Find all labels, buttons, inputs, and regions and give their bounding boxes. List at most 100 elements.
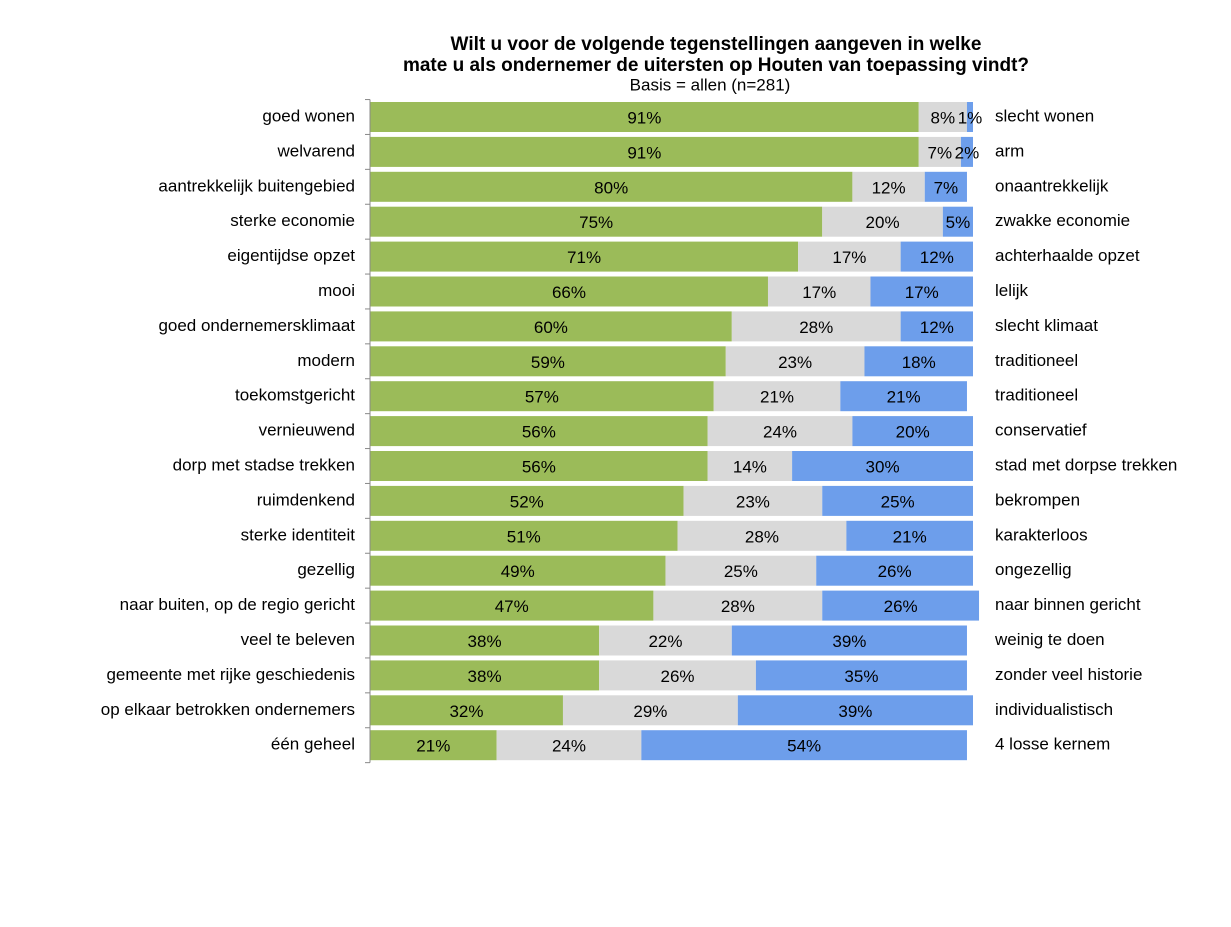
category-label: sterke economie: [230, 211, 355, 230]
right-label: arm: [995, 141, 1024, 160]
chart-title: Wilt u voor de volgende tegenstellingen …: [451, 34, 982, 55]
bar-segment: [942, 206, 973, 237]
right-label: conservatief: [995, 421, 1087, 440]
bar-segment: [792, 451, 973, 481]
value-label: 12%: [872, 178, 906, 197]
bar-segment: [852, 416, 973, 447]
category-label: vernieuwend: [259, 421, 355, 440]
bar-segment: [840, 381, 967, 412]
bar-segment: [370, 311, 732, 342]
bar-segment: [370, 171, 853, 202]
bar-segment: [852, 171, 925, 202]
value-label: 24%: [552, 737, 586, 756]
right-label: zwakke economie: [995, 211, 1130, 230]
value-label: 18%: [902, 353, 936, 372]
value-label: 32%: [449, 702, 483, 721]
bar-segment: [816, 555, 973, 586]
right-label: achterhaalde opzet: [995, 246, 1140, 265]
category-label: welvarend: [277, 141, 356, 160]
right-label: onaantrekkelijk: [995, 176, 1109, 195]
value-label: 54%: [787, 737, 821, 756]
category-label: aantrekkelijk buitengebied: [158, 176, 355, 195]
value-label: 23%: [778, 353, 812, 372]
bar-segment: [370, 590, 654, 621]
value-label: 71%: [567, 248, 601, 267]
bar-segment: [641, 730, 967, 761]
bar-segment: [966, 102, 973, 132]
bar-segment: [370, 241, 799, 272]
value-label: 21%: [760, 388, 794, 407]
right-label: lelijk: [995, 281, 1029, 300]
bar-segment: [731, 625, 967, 656]
bar-segment: [713, 381, 841, 412]
category-label: op elkaar betrokken ondernemers: [101, 700, 355, 719]
category-label: naar buiten, op de regio gericht: [120, 595, 356, 614]
bar-segment: [900, 241, 973, 272]
bar-segment: [707, 451, 793, 481]
bar-segment: [864, 346, 973, 377]
value-label: 25%: [724, 562, 758, 581]
value-label: 91%: [627, 108, 661, 127]
value-label: 49%: [501, 562, 535, 581]
chart-title: mate u als ondernemer de uitersten op Ho…: [403, 55, 1029, 76]
right-label: slecht klimaat: [995, 316, 1098, 335]
bar-segment: [370, 276, 768, 307]
value-label: 23%: [736, 492, 770, 511]
value-label: 39%: [832, 632, 866, 651]
bar-segment: [370, 485, 684, 516]
right-label: bekrompen: [995, 490, 1080, 509]
bar-segment: [846, 520, 973, 551]
bar-segment: [683, 485, 823, 516]
category-label: goed wonen: [262, 106, 355, 125]
category-label: toekomstgericht: [235, 386, 355, 405]
bar-segment: [731, 311, 901, 342]
value-label: 21%: [893, 527, 927, 546]
bar-segment: [918, 102, 967, 132]
bar-segment: [653, 590, 823, 621]
right-label: weinig te doen: [994, 630, 1105, 649]
category-label: eigentijdse opzet: [227, 246, 355, 265]
bar-segment: [822, 590, 980, 621]
chart-subtitle: Basis = allen (n=281): [630, 75, 791, 94]
category-label: ruimdenkend: [257, 490, 355, 509]
right-label: ongezellig: [995, 560, 1072, 579]
value-label: 29%: [633, 702, 667, 721]
value-label: 59%: [531, 353, 565, 372]
right-label: traditioneel: [995, 386, 1078, 405]
category-label: één geheel: [271, 735, 355, 754]
value-label: 14%: [733, 457, 767, 476]
value-label: 91%: [627, 143, 661, 162]
value-label: 57%: [525, 388, 559, 407]
category-label: modern: [297, 351, 355, 370]
value-label: 24%: [763, 423, 797, 442]
value-label: 28%: [745, 527, 779, 546]
category-label: sterke identiteit: [241, 525, 356, 544]
bar-segment: [677, 520, 847, 551]
bar-segment: [599, 625, 732, 656]
value-label: 80%: [594, 178, 628, 197]
value-label: 20%: [866, 213, 900, 232]
bar-segment: [900, 311, 973, 342]
value-label: 39%: [838, 702, 872, 721]
category-label: gezellig: [297, 560, 355, 579]
bar-segment: [767, 276, 871, 307]
value-label: 47%: [495, 597, 529, 616]
value-label: 20%: [896, 423, 930, 442]
value-label: 2%: [955, 143, 980, 162]
category-label: dorp met stadse trekken: [173, 455, 355, 474]
value-label: 17%: [802, 283, 836, 302]
right-label: traditioneel: [995, 351, 1078, 370]
right-label: stad met dorpse trekken: [995, 455, 1177, 474]
bar-segment: [960, 136, 973, 167]
bar-segment: [870, 276, 973, 307]
bar-segment: [370, 381, 714, 412]
bar-segment: [370, 730, 497, 761]
value-label: 30%: [866, 457, 900, 476]
value-label: 25%: [881, 492, 915, 511]
value-label: 26%: [661, 667, 695, 686]
value-label: 56%: [522, 457, 556, 476]
value-label: 28%: [799, 318, 833, 337]
bar-segment: [924, 171, 967, 202]
value-label: 21%: [887, 388, 921, 407]
